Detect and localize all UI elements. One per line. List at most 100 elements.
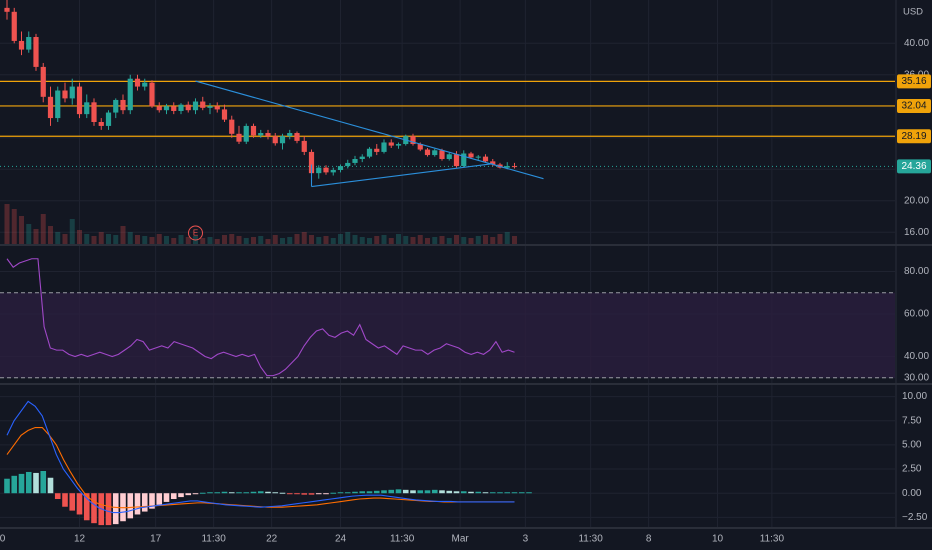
candle-body[interactable]	[26, 36, 32, 50]
candle-body[interactable]	[352, 158, 358, 163]
candle-body[interactable]	[453, 154, 460, 167]
trendlines[interactable]	[195, 80, 544, 188]
candle-body[interactable]	[69, 86, 75, 99]
candle-body[interactable]	[192, 101, 199, 111]
candle-body[interactable]	[482, 156, 489, 162]
macd-histogram-bar	[91, 493, 97, 524]
candle-body[interactable]	[287, 133, 293, 137]
candle-body[interactable]	[504, 166, 510, 168]
candle-body[interactable]	[511, 166, 518, 168]
candle-body[interactable]	[207, 106, 213, 108]
candle-body[interactable]	[4, 7, 10, 12]
candle-body[interactable]	[316, 167, 322, 174]
macd-tick-label: 2.50	[902, 464, 922, 475]
candle-body[interactable]	[142, 82, 148, 87]
candle-body[interactable]	[55, 90, 61, 119]
candle-body[interactable]	[163, 106, 170, 111]
candle-body[interactable]	[236, 133, 242, 142]
candle-body[interactable]	[250, 125, 257, 136]
candle-body[interactable]	[272, 136, 278, 144]
candle-body[interactable]	[359, 156, 365, 159]
currency-label[interactable]: USD	[903, 7, 923, 18]
candle-body[interactable]	[475, 156, 481, 158]
macd-histogram-bar	[439, 490, 445, 494]
candle-body[interactable]	[265, 133, 271, 137]
candle-body[interactable]	[229, 119, 235, 134]
volume-bar	[69, 219, 75, 244]
candle-body[interactable]	[366, 148, 373, 157]
candle-body[interactable]	[171, 106, 177, 111]
candle-body[interactable]	[185, 104, 191, 111]
candle-body[interactable]	[98, 122, 104, 126]
candle-body[interactable]	[178, 104, 184, 111]
candle-body[interactable]	[214, 106, 220, 110]
candle-body[interactable]	[84, 102, 90, 115]
candle-body[interactable]	[468, 153, 474, 158]
candle-body[interactable]	[308, 151, 315, 174]
macd-histogram-bar	[18, 473, 25, 494]
volume-bar	[40, 214, 46, 244]
candle-body[interactable]	[113, 99, 119, 113]
candle-body[interactable]	[301, 140, 307, 152]
rsi-line[interactable]	[6, 258, 515, 377]
macd-histogram-bar	[199, 492, 206, 494]
candle-body[interactable]	[461, 153, 467, 167]
last-price-tag	[897, 159, 931, 174]
candle-body[interactable]	[221, 109, 228, 120]
price-level-tag-label: 32.04	[901, 101, 926, 112]
event-markers[interactable]: E	[188, 225, 203, 241]
candle-body[interactable]	[446, 154, 452, 159]
candle-body[interactable]	[323, 167, 329, 173]
candle-body[interactable]	[381, 142, 387, 152]
candle-body[interactable]	[294, 133, 300, 141]
candle-body[interactable]	[47, 96, 54, 119]
candle-body[interactable]	[243, 125, 249, 142]
candle-body[interactable]	[374, 148, 380, 152]
candle-body[interactable]	[91, 102, 97, 122]
candle-body[interactable]	[424, 149, 431, 156]
candle-body[interactable]	[279, 136, 286, 144]
candle-body[interactable]	[432, 150, 438, 156]
candle-body[interactable]	[200, 101, 206, 108]
candle-body[interactable]	[345, 162, 351, 167]
trendline-0[interactable]	[195, 80, 544, 180]
candle-body[interactable]	[395, 144, 402, 146]
macd-line[interactable]	[6, 400, 515, 514]
macd-histogram-bar	[272, 492, 279, 494]
volume-bar	[461, 237, 467, 244]
candle-body[interactable]	[33, 36, 39, 67]
candle-body[interactable]	[11, 11, 17, 41]
pane-separators[interactable]	[0, 0, 932, 529]
candle-body[interactable]	[156, 106, 162, 111]
volume-bar	[214, 239, 220, 244]
candle-body[interactable]	[127, 78, 133, 111]
trendline-1[interactable]	[311, 163, 493, 188]
candle-body[interactable]	[105, 112, 112, 126]
candle-body[interactable]	[337, 166, 344, 171]
volume-bar	[200, 238, 206, 244]
candlesticks[interactable]	[4, 0, 518, 179]
candle-body[interactable]	[18, 40, 25, 50]
macd-histogram-bar	[366, 491, 373, 494]
candle-body[interactable]	[410, 136, 416, 145]
candle-body[interactable]	[149, 82, 155, 107]
candle-body[interactable]	[62, 90, 68, 99]
price-axis[interactable]: USD16.0020.0024.0028.0032.0036.0040.0030…	[897, 7, 931, 523]
candle-body[interactable]	[258, 133, 264, 136]
macd-histogram-bar	[294, 493, 300, 495]
earnings-marker[interactable]	[188, 225, 203, 241]
candle-body[interactable]	[76, 86, 83, 115]
macd-histogram-bar	[417, 490, 424, 494]
candle-body[interactable]	[134, 78, 141, 87]
macd-tick-label: −2.50	[902, 512, 928, 523]
candle-body[interactable]	[417, 144, 423, 150]
volume-bar	[475, 236, 481, 244]
candle-body[interactable]	[439, 150, 445, 159]
candle-body[interactable]	[490, 161, 496, 165]
candle-body[interactable]	[388, 142, 394, 146]
macd-histogram-bar	[468, 491, 474, 494]
time-axis[interactable]: 10 12 17 11:30 22 24 11:30 Mar 3 11:30 8 10 11:30	[0, 534, 784, 545]
candle-body[interactable]	[120, 99, 126, 111]
candle-body[interactable]	[40, 66, 46, 97]
candle-body[interactable]	[330, 170, 336, 173]
